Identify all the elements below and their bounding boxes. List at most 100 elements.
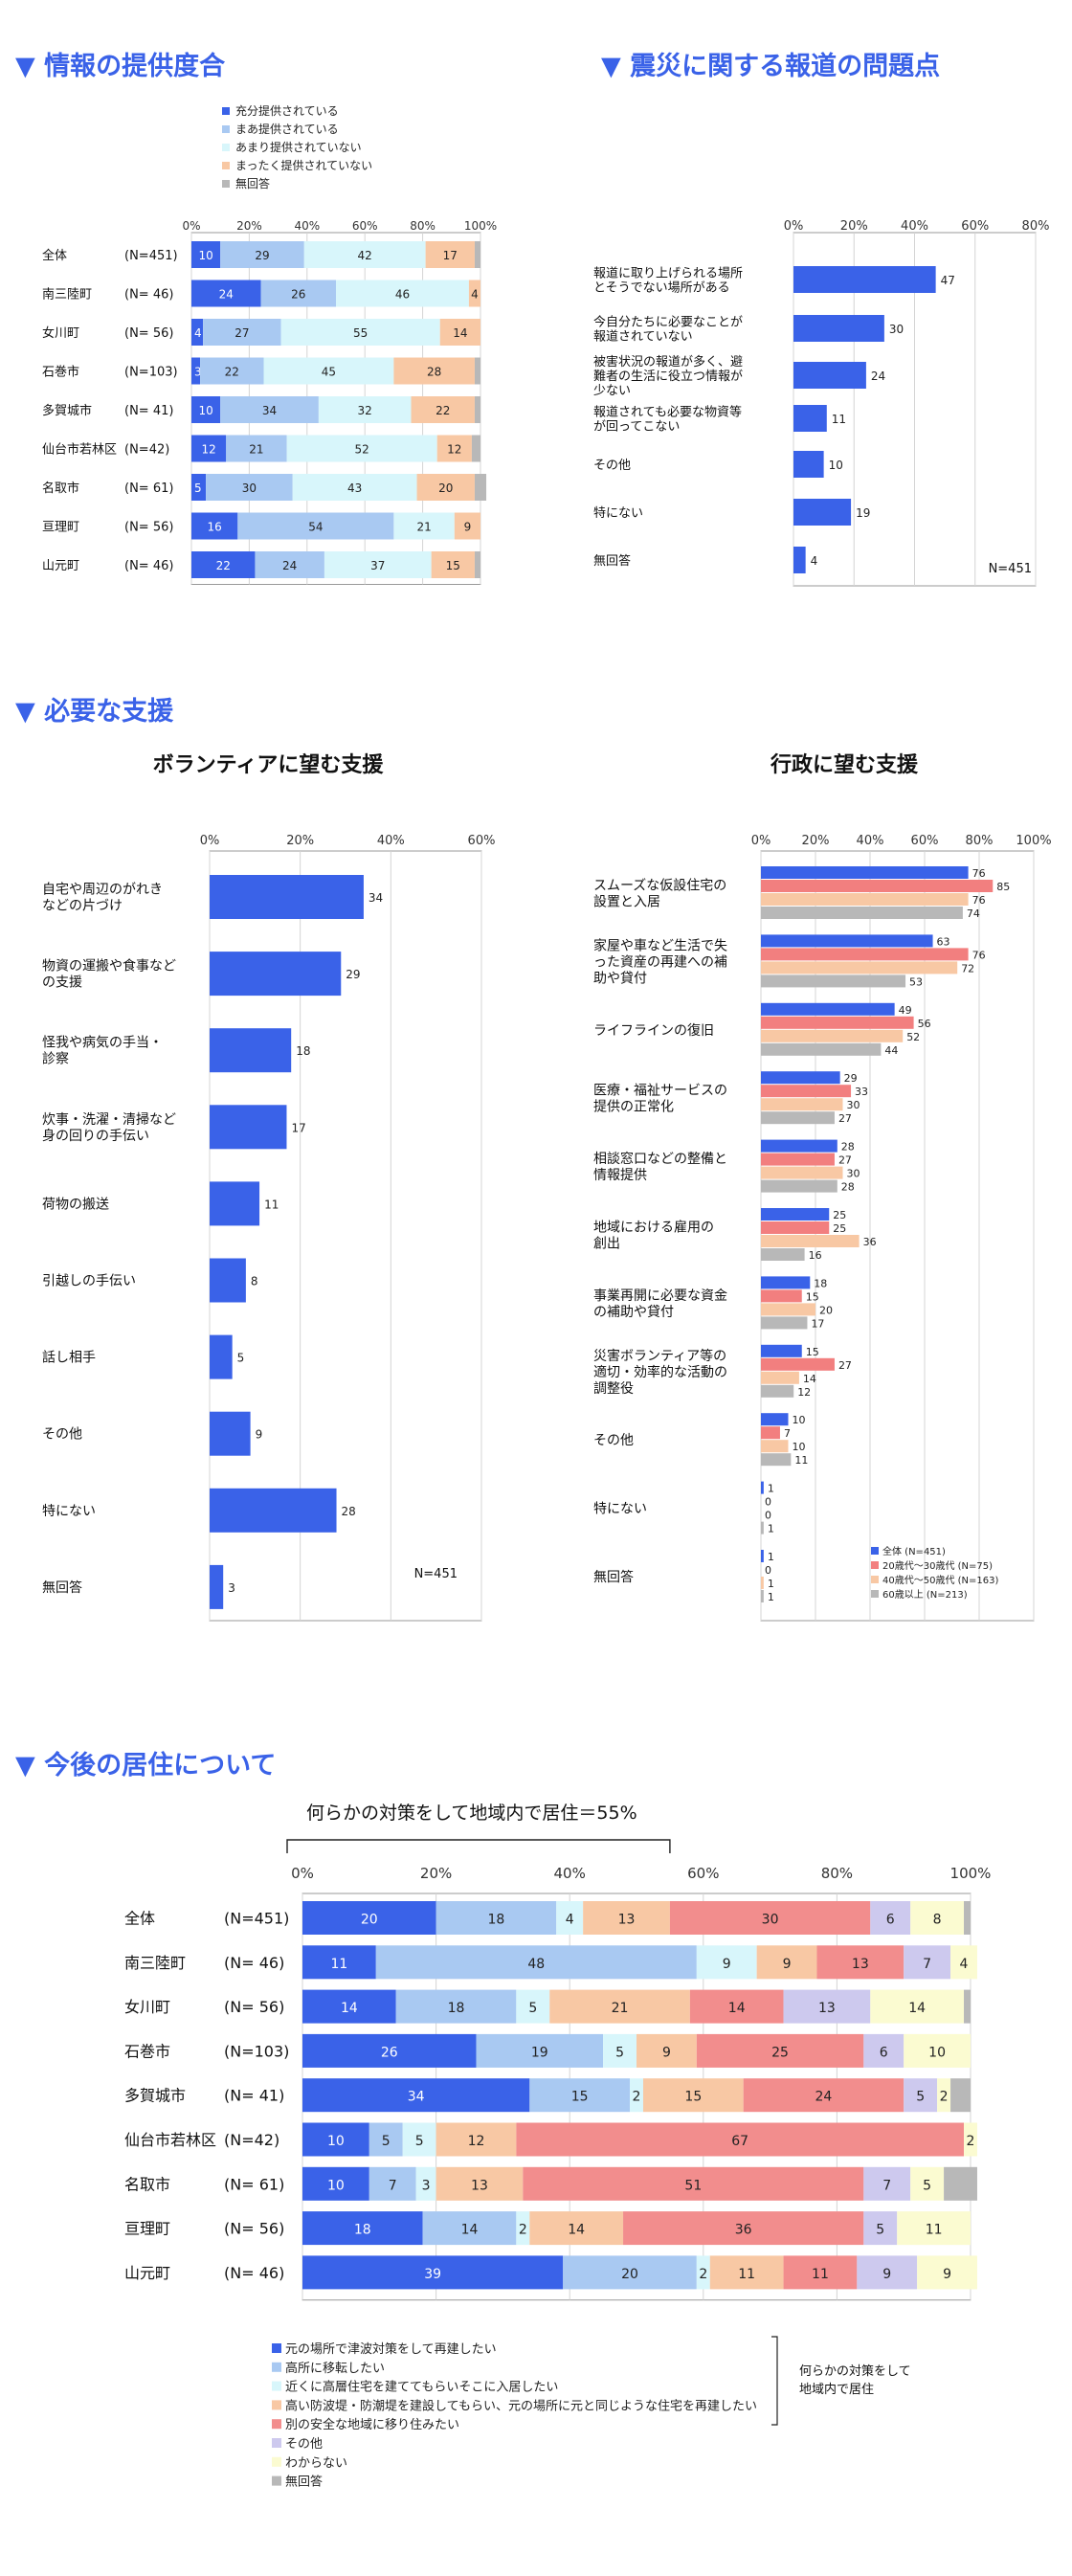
government-category-label: の補助や貸付 — [593, 1305, 674, 1320]
residence-n-label: (N=42) — [224, 2131, 279, 2149]
volunteer-bar — [210, 1181, 260, 1226]
residence-data-label: 13 — [471, 2178, 488, 2193]
residence-bar-segment — [944, 2166, 977, 2201]
government-bar — [761, 1550, 764, 1562]
residence-data-label: 39 — [424, 2267, 441, 2282]
info-data-label: 37 — [370, 559, 385, 572]
volunteer-n-label: N=451 — [414, 1567, 458, 1581]
volunteer-data-label: 9 — [256, 1428, 263, 1442]
residence-bar-segment — [910, 2166, 945, 2201]
problems-data-label: 47 — [941, 274, 955, 287]
volunteer-data-label: 28 — [342, 1505, 356, 1518]
info-n-label: (N= 46) — [124, 559, 173, 573]
problems-bar — [793, 266, 936, 293]
residence-bar-segment — [709, 2255, 784, 2290]
government-bar — [761, 934, 933, 948]
section-heading-problems: ▼ 震災に関する報道の問題点 — [601, 51, 940, 81]
government-data-label: 28 — [841, 1141, 855, 1154]
info-bar-segment — [220, 241, 304, 268]
government-bar — [761, 1002, 895, 1016]
government-category-label: 無回答 — [593, 1569, 634, 1585]
government-data-label: 14 — [803, 1373, 816, 1385]
government-data-label: 12 — [797, 1386, 811, 1399]
government-chart-title: 行政に望む支援 — [770, 752, 919, 777]
info-data-label: 20 — [438, 482, 453, 495]
residence-data-label: 3 — [422, 2178, 431, 2193]
government-category-label: 助や貸付 — [593, 971, 647, 986]
residence-bar-segment — [302, 1989, 396, 2024]
government-data-label: 52 — [906, 1031, 920, 1043]
government-data-label: 15 — [806, 1290, 819, 1303]
info-data-label: 5 — [194, 482, 202, 495]
residence-bar-segment — [302, 2166, 369, 2201]
info-data-label: 45 — [322, 366, 336, 379]
problems-category-label: とそうでない場所がある — [593, 281, 730, 296]
government-bar — [761, 1344, 802, 1357]
residence-data-label: 6 — [880, 2045, 888, 2060]
residence-bar-segment — [696, 2033, 864, 2068]
residence-data-label: 2 — [967, 2134, 975, 2149]
residence-bar-segment — [696, 2255, 710, 2290]
residence-bar-segment — [436, 2122, 517, 2157]
info-data-label: 24 — [282, 559, 297, 572]
residence-bar-segment — [904, 1945, 951, 1980]
info-bar-segment — [474, 474, 487, 501]
info-bar-segment — [336, 280, 469, 307]
info-bar-segment — [468, 280, 480, 307]
residence-n-label: (N= 41) — [224, 2087, 284, 2105]
government-bar — [761, 1289, 802, 1303]
info-data-label: 10 — [198, 404, 212, 417]
legend-swatch — [222, 180, 230, 188]
residence-data-label: 4 — [960, 1957, 969, 1972]
residence-category-label: 仙台市若林区 — [124, 2131, 216, 2149]
government-data-label: 25 — [833, 1222, 846, 1235]
info-bar-segment — [220, 396, 319, 423]
volunteer-data-label: 3 — [228, 1581, 235, 1595]
residence-bar-segment — [870, 1989, 965, 2024]
problems-axis-tick-label: 40% — [901, 219, 928, 234]
government-category-label: 災害ボランティア等の — [593, 1348, 726, 1364]
residence-data-label: 48 — [527, 1957, 545, 1972]
volunteer-data-label: 34 — [368, 891, 383, 905]
government-data-label: 1 — [768, 1578, 774, 1590]
problems-data-label: 24 — [871, 370, 885, 383]
government-data-label: 30 — [847, 1168, 860, 1180]
residence-data-label: 7 — [923, 1957, 931, 1972]
legend-swatch — [272, 2456, 281, 2467]
legend-swatch — [871, 1576, 879, 1583]
info-n-label: (N= 46) — [124, 288, 173, 302]
residence-data-label: 10 — [928, 2045, 946, 2060]
government-data-label: 27 — [838, 1112, 852, 1125]
info-data-label: 4 — [471, 288, 479, 302]
government-data-label: 72 — [961, 962, 974, 974]
residence-n-label: (N=103) — [224, 2042, 289, 2060]
residence-bar-segment — [669, 1901, 871, 1935]
legend-swatch — [871, 1590, 879, 1598]
residence-data-label: 5 — [923, 2178, 931, 2193]
problems-bar — [793, 362, 866, 389]
government-data-label: 30 — [847, 1099, 860, 1111]
government-data-label: 76 — [972, 867, 986, 880]
government-data-label: 0 — [765, 1564, 771, 1577]
residence-category-label: 山元町 — [124, 2264, 170, 2282]
volunteer-category-label: の支援 — [42, 975, 82, 991]
info-category-label: 全体 — [42, 248, 67, 263]
residence-data-label: 14 — [461, 2223, 479, 2238]
volunteer-category-label: 話し相手 — [42, 1350, 96, 1366]
legend-label: 全体 (N=451) — [882, 1545, 946, 1557]
info-data-label: 14 — [453, 326, 467, 340]
info-data-label: 28 — [427, 366, 441, 379]
residence-bar-segment — [523, 2166, 864, 2201]
residence-data-label: 4 — [566, 1913, 574, 1928]
government-bar — [761, 1481, 764, 1494]
government-category-label: 提供の正常化 — [593, 1100, 674, 1115]
residence-data-label: 20 — [361, 1913, 378, 1928]
info-data-label: 46 — [395, 288, 410, 302]
info-bar-segment — [200, 357, 264, 385]
section-headings: ▼ 情報の提供度合 ▼ 震災に関する報道の問題点 ▼ 必要な支援 ▼ 今後の居住… — [15, 51, 940, 1781]
info-legend: 充分提供されているまあ提供されているあまり提供されていないまったく提供されていな… — [222, 103, 372, 190]
government-category-label: 設置と入居 — [593, 895, 660, 910]
residence-n-label: (N= 56) — [224, 2220, 284, 2238]
problems-bar — [793, 499, 852, 526]
residence-bar-segment — [857, 2255, 918, 2290]
